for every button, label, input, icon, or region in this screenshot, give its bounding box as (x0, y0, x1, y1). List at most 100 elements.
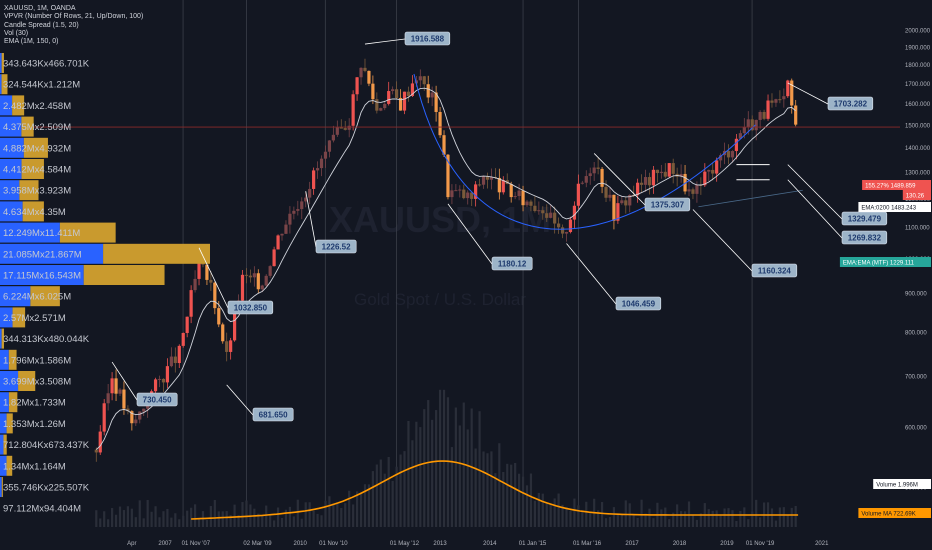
y-tick-label: 1500.000 (905, 123, 931, 129)
volume-bar (794, 506, 797, 527)
volume-bar (134, 517, 137, 527)
volume-bar (225, 511, 228, 527)
price-annotation-box (751, 263, 798, 278)
candle-body (157, 378, 162, 380)
vp-up-bar (0, 434, 4, 455)
candle-body (232, 309, 237, 341)
candle-body (774, 99, 778, 103)
candle-body (434, 92, 438, 112)
volume-tag-label: Volume 1.996M (876, 483, 918, 489)
candle-body (339, 127, 343, 129)
price-annotation-label: 1226.52 (322, 243, 351, 252)
x-tick-label: 2007 (158, 541, 172, 547)
candle-body (292, 210, 296, 214)
candle-body (450, 190, 454, 198)
trend-line (698, 189, 803, 208)
volume-bar (166, 508, 169, 527)
volume-bar (597, 510, 600, 527)
annotation-pointer (111, 361, 138, 401)
volume-bar (265, 505, 268, 527)
volume-bar (237, 514, 240, 527)
candle-body (130, 411, 134, 424)
volume-tag (858, 508, 931, 518)
candle-body (193, 278, 197, 291)
indicator-vpvr[interactable]: VPVR (Number Of Rows, 21, Up/Down, 100) (4, 13, 144, 21)
indicator-candle-spread[interactable]: Candle Spread (1.5, 20) (4, 21, 79, 29)
volume-bar (442, 389, 446, 527)
symbol-title[interactable]: XAUUSD, 1M, OANDA (4, 5, 76, 12)
price-tag (902, 190, 931, 200)
volume-bar (344, 503, 347, 527)
x-tick-label: 2021 (815, 541, 829, 547)
candle-body (754, 119, 758, 131)
vp-row-label: 343.643Kx466.701K (3, 59, 90, 70)
annotation-pointer (447, 203, 493, 265)
volume-bar (387, 456, 390, 527)
volume-tag (873, 479, 931, 489)
volume-bar (110, 508, 114, 527)
candle-body (197, 259, 201, 279)
volume-bar (652, 518, 655, 527)
vp-down-bar (8, 349, 17, 370)
vp-row-label: 1.796Mx1.586M (3, 355, 71, 366)
candle-body (584, 176, 588, 183)
candle-body (153, 379, 158, 392)
candle-body (628, 194, 632, 206)
volume-bar (355, 491, 359, 527)
vp-up-bar (0, 137, 24, 158)
price-tag (858, 202, 931, 212)
vp-up-bar (0, 349, 9, 370)
price-annotation-label: 681.650 (259, 411, 288, 420)
vp-down-bar (6, 455, 13, 476)
volume-tag-label: Volume MA 722.69K (861, 512, 915, 518)
indicator-vol[interactable]: Vol (30) (4, 29, 29, 37)
price-annotation-box (136, 392, 178, 407)
volume-bar (478, 411, 481, 527)
candle-body (383, 103, 387, 109)
ema-line (95, 87, 796, 450)
volume-bar (644, 513, 647, 527)
vp-down-bar (22, 201, 44, 222)
candle-body (679, 173, 683, 177)
vp-row-label: 4.412Mx4.584M (3, 165, 71, 176)
indicator-ema[interactable]: EMA (1M, 150, 0) (4, 38, 59, 46)
price-annotation-box (827, 96, 874, 111)
volume-bar (312, 510, 315, 527)
candle-body (600, 168, 604, 187)
volume-bar (490, 451, 493, 527)
y-tick-label: 1600.000 (905, 102, 931, 108)
candle-body (319, 158, 324, 169)
vp-row-label: 344.313Kx480.044K (3, 334, 90, 345)
vp-row-label: 3.699Mx3.508M (3, 377, 71, 388)
price-tag-label: EMA:0200 1483.243 (861, 206, 916, 212)
price-tag-label: 130.26 (906, 194, 925, 200)
volume-bar (731, 510, 734, 527)
annotation-pointer (787, 164, 843, 220)
candle-body (557, 223, 561, 228)
candle-body (596, 167, 600, 169)
vp-down-bar (83, 265, 165, 285)
volume-bar (790, 507, 793, 527)
volume-bar (691, 515, 695, 527)
volume-bar (589, 513, 592, 527)
x-tick-label: 01 Mar '16 (573, 541, 602, 547)
volume-bar (363, 484, 367, 527)
volume-bar (170, 517, 173, 527)
vp-row-label: 712.804Kx673.437K (3, 440, 90, 451)
candle-body (778, 99, 782, 101)
price-annotation-label: 1046.459 (622, 300, 656, 309)
candle-body (430, 92, 434, 98)
volume-bar (308, 502, 311, 527)
candle-body (489, 176, 494, 180)
volume-bar (458, 425, 461, 527)
vp-down-bar (6, 413, 13, 434)
volume-bar (699, 513, 702, 527)
volume-bar (269, 514, 272, 527)
cup-curve (413, 73, 756, 230)
volume-bar (683, 511, 687, 527)
volume-bar (774, 520, 778, 527)
candle-body (695, 184, 699, 194)
y-tick-label: 1100.000 (905, 226, 930, 232)
price-annotation-label: 1032.850 (234, 304, 268, 313)
